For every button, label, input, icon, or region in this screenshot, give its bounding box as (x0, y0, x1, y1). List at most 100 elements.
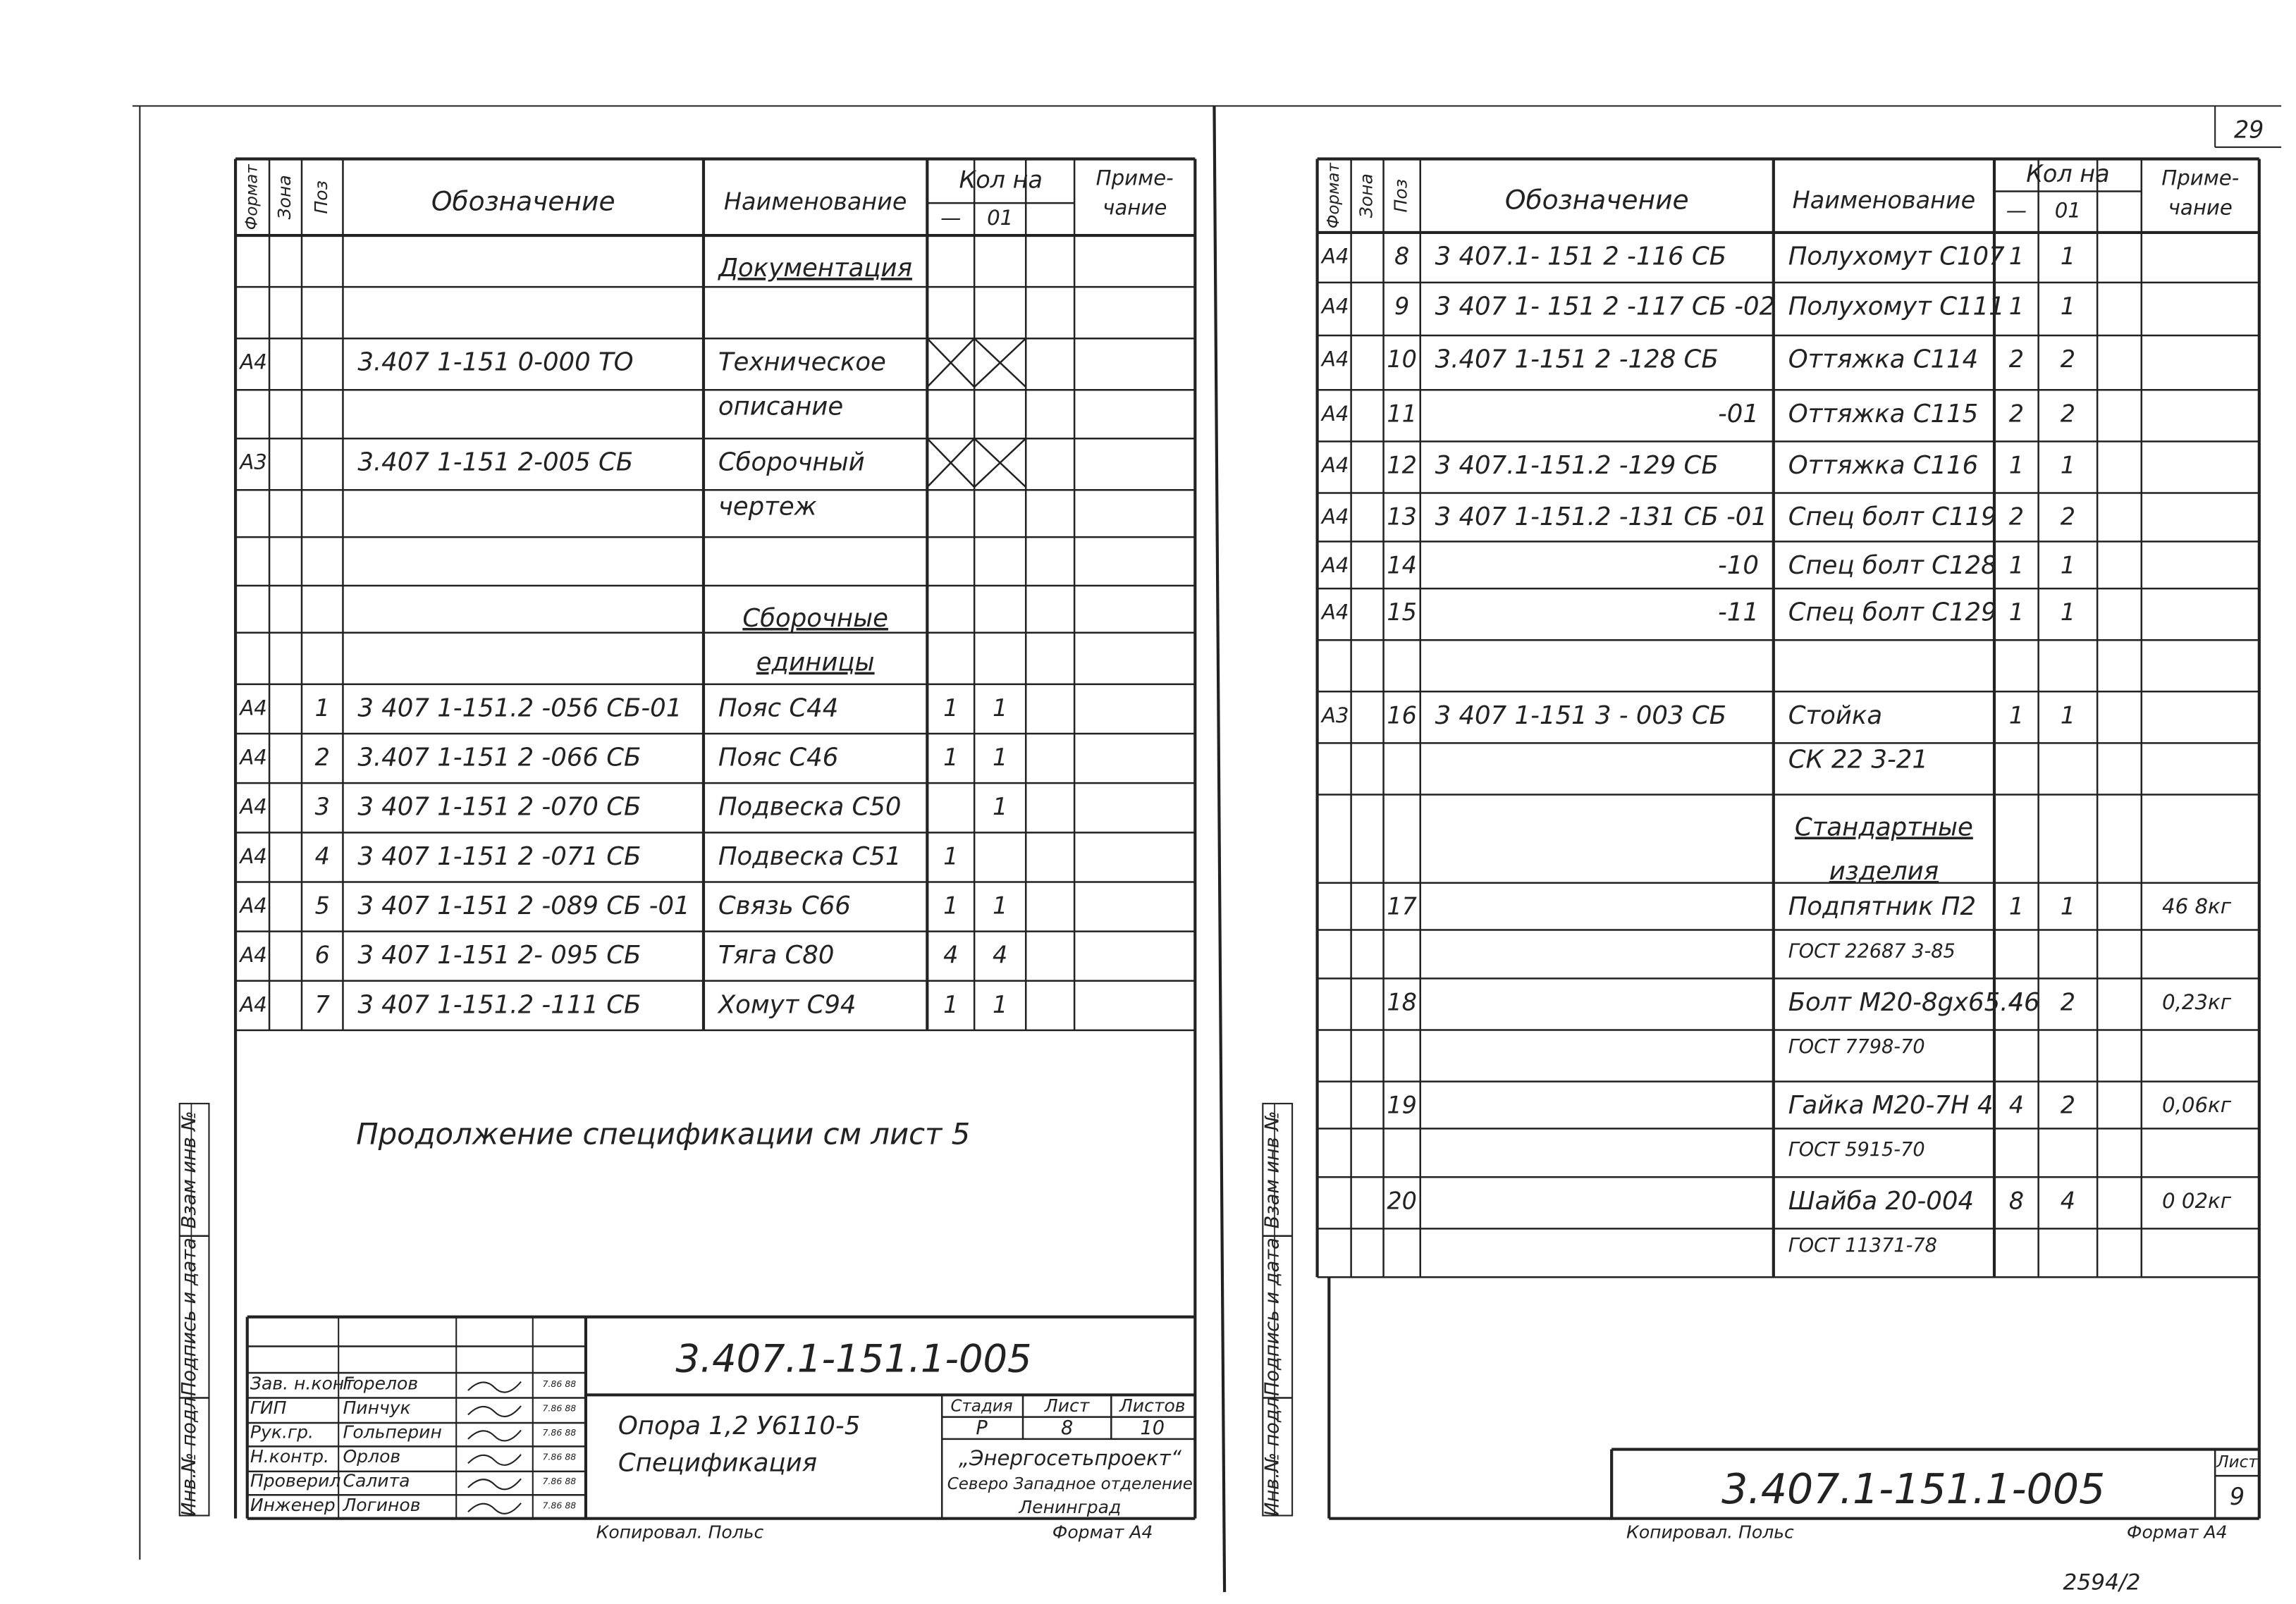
name-cell: Стойка (1788, 701, 1882, 730)
signature (467, 1381, 522, 1393)
section-title: Стандартные (1795, 813, 1973, 841)
role: Проверил (250, 1470, 340, 1491)
column-header: 01 (2055, 199, 2081, 223)
name-cell: Подвеска С51 (718, 842, 902, 871)
format-cell: А4 (1320, 600, 1349, 624)
signer: Орлов (343, 1446, 400, 1467)
column-header: Формат (243, 164, 262, 230)
name-cell: описание (718, 392, 843, 421)
name-cell: Болт М20-8gx65.46 (1788, 988, 2040, 1017)
section-title: Сборочные (742, 604, 888, 633)
format-cell: А3 (238, 450, 267, 474)
pos-cell: 2 (315, 744, 330, 771)
qty-cell: 1 (993, 694, 1007, 722)
designation-cell: 3 407.1- 151 2 -116 СБ (1435, 242, 1726, 271)
designation-cell: 3.407 1-151 2-005 СБ (357, 448, 633, 477)
qty-cell: 1 (2009, 242, 2024, 270)
qty-cell: 2 (2061, 345, 2075, 373)
signer: Салита (343, 1470, 410, 1491)
qty-cell: 1 (993, 793, 1007, 820)
designation-cell: 3 407 1-151 3 - 003 СБ (1435, 701, 1726, 730)
rule (974, 338, 1027, 388)
qty-cell: 4 (993, 942, 1007, 969)
organization: Северо Западное отделение (947, 1475, 1193, 1493)
name-cell: Пояс С46 (718, 744, 838, 772)
column-header: 01 (987, 206, 1013, 230)
column-header: — (2006, 199, 2027, 223)
qty-cell: 1 (2009, 598, 2024, 626)
qty-cell: 1 (943, 744, 958, 771)
signature (467, 1454, 522, 1466)
section-title: единицы (756, 648, 875, 677)
format-cell: А4 (238, 943, 267, 967)
pos-cell: 14 (1387, 551, 1416, 579)
qty-cell: 2 (2061, 988, 2075, 1016)
designation-cell: 3 407 1-151 2 -070 СБ (357, 793, 641, 822)
designation-cell: -11 (1718, 598, 1759, 627)
name-cell: ГОСТ 5915-70 (1788, 1139, 1925, 1161)
qty-cell: 1 (2009, 451, 2024, 479)
pos-cell: 4 (315, 842, 330, 870)
qty-cell: 2 (2061, 1092, 2075, 1119)
name-cell: Спец болт С119 (1788, 502, 1997, 531)
qty-cell: 1 (943, 694, 958, 722)
format-cell: А4 (238, 350, 267, 374)
qty-cell: 1 (2061, 598, 2075, 626)
column-header: Приме- (2161, 166, 2239, 190)
column-header: Наименование (1793, 187, 1975, 214)
qty-cell: 2 (2009, 345, 2024, 373)
qty-cell: 1 (2061, 551, 2075, 579)
name-cell: чертеж (718, 492, 817, 521)
qty-cell: 4 (2061, 1187, 2075, 1214)
qty-cell: 1 (943, 991, 958, 1018)
designation-cell: -01 (1718, 400, 1759, 428)
qty-cell: 1 (2009, 893, 2024, 920)
format-cell: А4 (1320, 553, 1349, 577)
side-label: Взам инв № (178, 1111, 200, 1228)
name-cell: Связь С66 (718, 892, 851, 920)
designation-cell: 3 407 1-151.2 -056 СБ-01 (357, 693, 682, 722)
doc-designation: 3.407.1-151.1-005 (675, 1336, 1031, 1381)
format-cell: А4 (238, 795, 267, 819)
name-cell: Полухомут С107 (1788, 242, 2005, 271)
qty-cell: 4 (943, 942, 958, 969)
format-cell: А4 (1320, 402, 1349, 426)
designation-cell: 3.407 1-151 0-000 ТО (357, 348, 633, 377)
format-cell: А4 (238, 844, 267, 868)
note-cell: 0,06кг (2162, 1093, 2232, 1117)
name-cell: Шайба 20-004 (1788, 1187, 1974, 1216)
format-cell: А4 (1320, 505, 1349, 529)
note-cell: 46 8кг (2162, 894, 2232, 918)
rule (974, 438, 1027, 488)
pos-cell: 10 (1387, 345, 1416, 373)
designation-cell: 3.407 1-151 2 -128 СБ (1435, 345, 1719, 374)
column-header: Зона (1356, 173, 1377, 218)
name-cell: ГОСТ 22687 3-85 (1788, 940, 1956, 962)
pos-cell: 7 (315, 991, 330, 1018)
designation-cell: 3 407 1-151.2 -111 СБ (357, 990, 641, 1019)
pos-cell: 8 (1394, 242, 1409, 270)
signature (467, 1429, 522, 1442)
pos-cell: 16 (1387, 701, 1416, 729)
role: ГИП (250, 1398, 287, 1418)
section-title: Документация (717, 254, 912, 283)
name-cell: Подвеска С50 (718, 793, 902, 822)
doc-title: Опора 1,2 У6110-5 (618, 1412, 860, 1440)
designation-cell: 3 407.1-151.2 -129 СБ (1435, 451, 1719, 480)
signature (467, 1478, 522, 1491)
column-header: Кол на (959, 166, 1043, 193)
pos-cell: 11 (1387, 400, 1416, 427)
section-title: изделия (1829, 857, 1939, 886)
name-cell: Оттяжка С116 (1788, 451, 1979, 480)
sheet-fold (1213, 106, 1227, 1593)
name-cell: ГОСТ 7798-70 (1788, 1036, 1925, 1058)
qty-cell: 8 (2009, 1187, 2024, 1214)
doc-title: Спецификация (618, 1448, 817, 1477)
side-label: Подпись и дата (178, 1238, 200, 1396)
format-cell: А4 (238, 746, 267, 770)
side-label: Подпись и дата (1261, 1238, 1283, 1396)
signer: Горелов (343, 1374, 418, 1394)
designation-cell: -10 (1718, 551, 1759, 580)
sign-date: 7.86 88 (542, 1500, 576, 1510)
